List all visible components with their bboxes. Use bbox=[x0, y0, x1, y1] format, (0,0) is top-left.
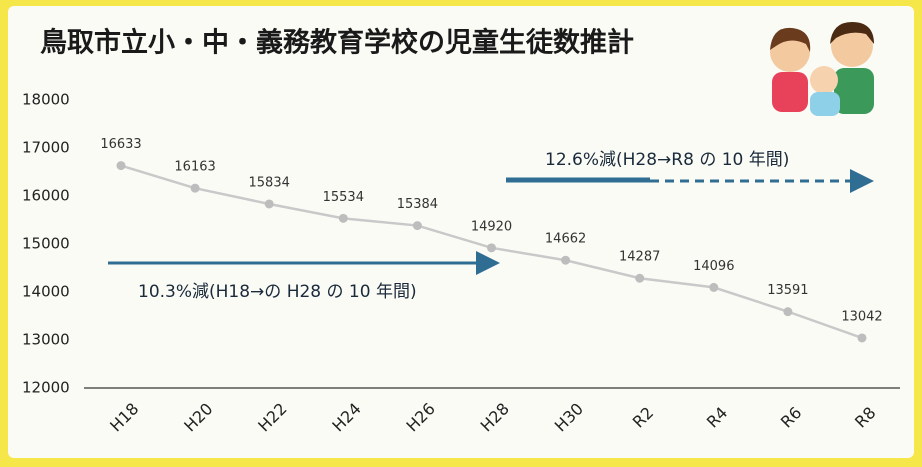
point bbox=[783, 307, 792, 316]
point bbox=[117, 161, 126, 170]
value-label: 14920 bbox=[471, 219, 512, 234]
point bbox=[487, 243, 496, 252]
value-label: 14096 bbox=[693, 259, 734, 274]
chart: 鳥取市立小・中・義務教育学校の児童生徒数推計 12.6%減(H28→R8 の 1… bbox=[0, 0, 922, 467]
point bbox=[635, 274, 644, 283]
y-tick-label: 14000 bbox=[22, 283, 70, 301]
value-label: 15384 bbox=[397, 197, 438, 212]
value-label: 15834 bbox=[249, 175, 290, 190]
value-label: 15534 bbox=[323, 190, 364, 205]
y-tick-label: 18000 bbox=[22, 91, 70, 109]
y-tick-label: 13000 bbox=[22, 331, 70, 349]
value-label: 16163 bbox=[174, 160, 215, 175]
point bbox=[709, 283, 718, 292]
annotation: 12.6%減(H28→R8 の 10 年間) bbox=[545, 150, 789, 170]
value-label: 14662 bbox=[545, 232, 586, 247]
chart-title: 鳥取市立小・中・義務教育学校の児童生徒数推計 bbox=[40, 27, 634, 59]
value-label: 16633 bbox=[100, 137, 141, 152]
y-tick-label: 17000 bbox=[22, 139, 70, 157]
value-label: 14287 bbox=[619, 250, 660, 265]
point bbox=[561, 256, 570, 265]
point bbox=[858, 333, 867, 342]
point bbox=[191, 184, 200, 193]
point bbox=[265, 199, 274, 208]
y-tick-label: 15000 bbox=[22, 235, 70, 253]
value-label: 13591 bbox=[767, 283, 808, 298]
value-label: 13042 bbox=[841, 309, 882, 324]
annotation: 10.3%減(H18→の H28 の 10 年間) bbox=[138, 282, 417, 302]
y-tick-label: 16000 bbox=[22, 187, 70, 205]
point bbox=[339, 214, 348, 223]
point bbox=[413, 221, 422, 230]
y-tick-label: 12000 bbox=[22, 379, 70, 397]
